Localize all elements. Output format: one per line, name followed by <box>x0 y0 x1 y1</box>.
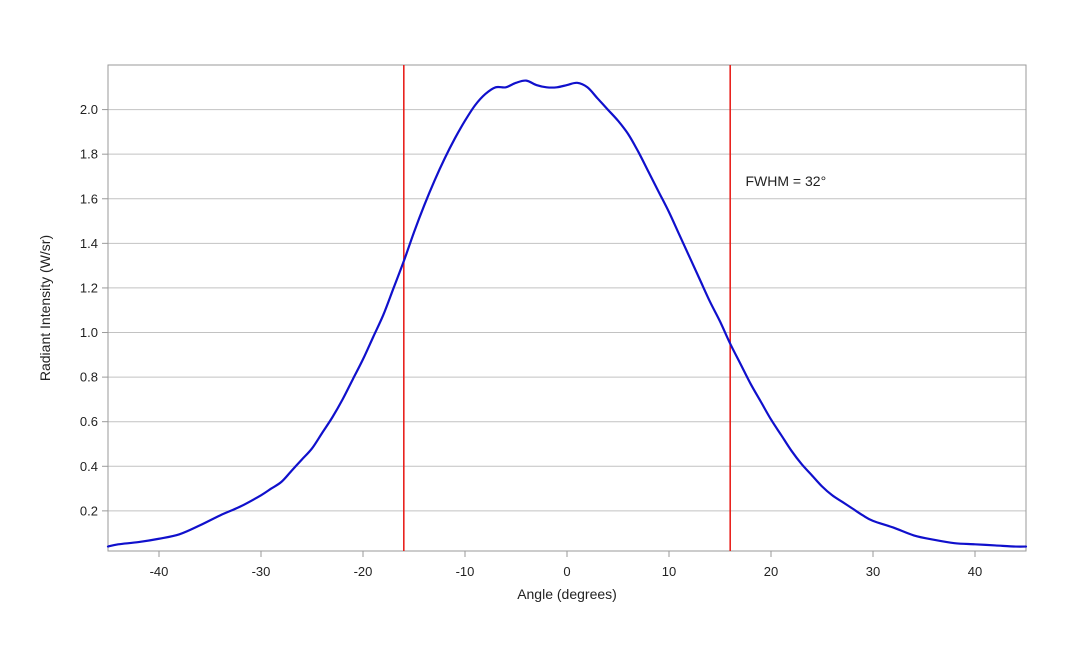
gridlines <box>108 109 1026 512</box>
x-tick-label: -10 <box>456 564 475 579</box>
plot-frame <box>107 64 1027 552</box>
y-tick-label: 1.0 <box>80 325 98 340</box>
fwhm-lines <box>402 65 732 551</box>
y-tick-label: 1.8 <box>80 147 98 162</box>
x-tick-label: 40 <box>968 564 982 579</box>
x-axis-title: Angle (degrees) <box>517 586 617 602</box>
x-tick-label: 20 <box>764 564 778 579</box>
y-tick-label: 1.4 <box>80 236 98 251</box>
intensity-curve <box>106 79 1028 548</box>
x-tick-label: -30 <box>252 564 271 579</box>
fwhm-annotation: FWHM = 32° <box>746 173 827 189</box>
y-tick-label: 1.2 <box>80 280 98 295</box>
x-axis-ticks: -40 -30 -20 -10 0 10 20 30 40 <box>150 551 982 579</box>
y-axis-ticks: 0.2 0.4 0.6 0.8 1.0 1.2 1.4 1.6 1.8 2.0 <box>80 102 108 518</box>
y-axis-title: Radiant Intensity (W/sr) <box>37 235 53 381</box>
y-tick-label: 0.6 <box>80 414 98 429</box>
x-tick-label: 30 <box>866 564 880 579</box>
y-tick-label: 2.0 <box>80 102 98 117</box>
y-tick-label: 0.2 <box>80 503 98 518</box>
x-tick-label: 0 <box>563 564 570 579</box>
x-tick-label: -20 <box>354 564 373 579</box>
x-tick-label: 10 <box>662 564 676 579</box>
x-tick-label: -40 <box>150 564 169 579</box>
y-tick-label: 0.8 <box>80 370 98 385</box>
y-tick-label: 1.6 <box>80 191 98 206</box>
y-tick-label: 0.4 <box>80 459 98 474</box>
